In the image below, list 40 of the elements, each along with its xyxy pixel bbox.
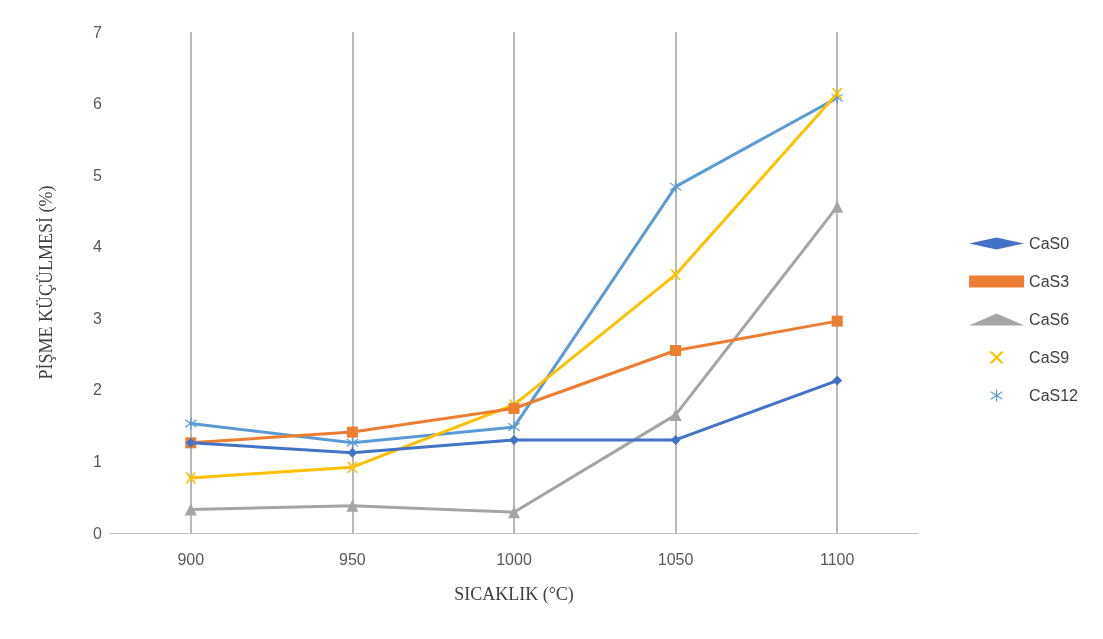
- y-tick-label: 7: [93, 23, 103, 41]
- point: [184, 417, 197, 430]
- legend-label: CaS0: [1029, 235, 1070, 252]
- x-tick-label: 950: [339, 550, 366, 568]
- y-tick-label: 6: [93, 95, 103, 113]
- y-tick-label: 0: [93, 524, 103, 542]
- point: [346, 426, 358, 438]
- point: [831, 315, 843, 327]
- point: [669, 408, 682, 421]
- legend-label: CaS12: [1029, 387, 1079, 404]
- point: [831, 200, 844, 213]
- legend-label: CaS9: [1029, 349, 1070, 366]
- point: [670, 269, 682, 281]
- point: [670, 434, 681, 445]
- legend-label: CaS6: [1029, 311, 1070, 328]
- x-tick-label: 900: [177, 550, 205, 568]
- y-tick-label: 4: [93, 238, 103, 256]
- point: [831, 88, 843, 100]
- y-tick-label: 2: [93, 381, 103, 399]
- point: [185, 472, 197, 484]
- point: [508, 506, 520, 519]
- y-axis-title: PİŞME KÜÇÜLMESİ (%): [36, 185, 57, 380]
- x-tick-label: 1100: [820, 550, 855, 568]
- point: [670, 344, 682, 356]
- legend-label: CaS3: [1029, 273, 1070, 290]
- x-tick-label: 1050: [657, 550, 694, 568]
- point: [346, 436, 359, 449]
- y-tick-label: 3: [93, 309, 103, 327]
- y-tick-label: 1: [93, 452, 103, 470]
- x-tick-label: 1000: [496, 550, 532, 568]
- point: [346, 461, 358, 473]
- point: [184, 503, 197, 516]
- x-axis-title: SICAKLIK (°C): [454, 584, 574, 605]
- point: [509, 434, 519, 445]
- point: [508, 421, 520, 434]
- y-tick-label: 5: [93, 166, 103, 184]
- point: [832, 375, 843, 386]
- point: [346, 499, 359, 512]
- point: [347, 447, 358, 458]
- point: [669, 180, 682, 193]
